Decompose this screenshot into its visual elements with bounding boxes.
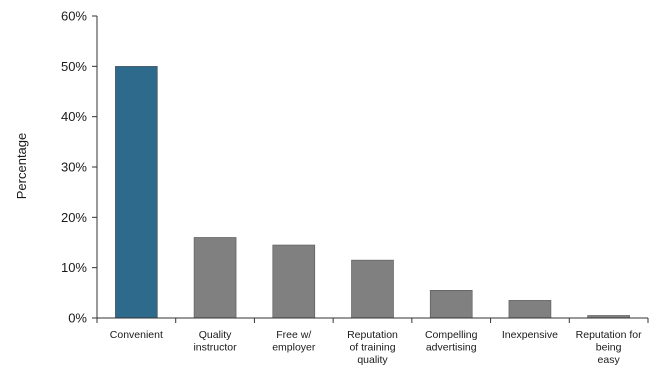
- x-tick-label: Quality instructor: [193, 329, 237, 354]
- y-axis-title: Percentage: [14, 133, 29, 200]
- x-tick-label: Reputation of training quality: [347, 329, 398, 366]
- x-axis: Convenient Quality instructor Free w/employ…: [96, 317, 649, 366]
- bar: [429, 290, 473, 319]
- y-tick-label: 30%: [61, 160, 87, 175]
- bars: [115, 66, 630, 319]
- x-tick-label: Reputation for being easy: [576, 329, 642, 366]
- x-tick-label: Convenient: [110, 329, 163, 341]
- x-tick-label: Compelling advertising: [425, 329, 478, 354]
- y-tick-label: 10%: [61, 260, 87, 275]
- y-tick-label: 20%: [61, 210, 87, 225]
- y-axis: 0% 10% 20% 30% 40% 50% 60%: [61, 9, 98, 326]
- bar: [193, 237, 237, 319]
- x-tick-label: Inexpensive: [502, 329, 558, 341]
- x-tick-label: Free w/employer: [272, 329, 316, 354]
- bar: [508, 300, 552, 319]
- bar: [351, 259, 394, 319]
- y-tick-label: 40%: [61, 109, 87, 124]
- y-tick-label: 60%: [61, 9, 87, 24]
- bar: [115, 66, 158, 319]
- y-tick-label: 50%: [61, 59, 87, 74]
- y-tick-label: 0%: [68, 311, 87, 326]
- bar: [272, 244, 316, 319]
